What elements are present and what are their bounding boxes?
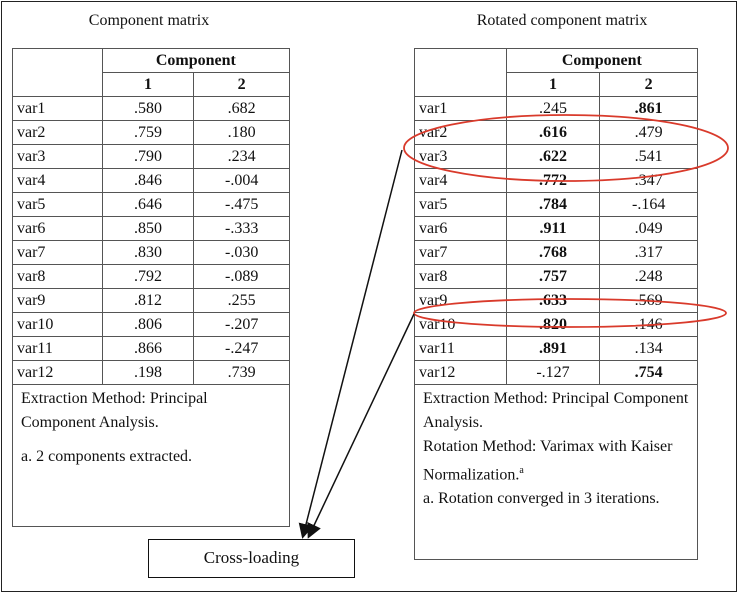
component-matrix-var-label: var1 [12, 96, 103, 121]
component-matrix-loading-cell: .790 [101, 144, 195, 169]
rotated-matrix-loading-cell: .784 [505, 192, 601, 217]
table-row: var6.911.049 [414, 216, 698, 241]
highlight-ellipse-var9 [413, 298, 727, 328]
component-matrix-loading-cell: .180 [193, 120, 290, 145]
rotated-matrix-table: Component 1 2 var1.245.861 var2.616.479 var3.… [414, 48, 699, 560]
footnote-marker: a [519, 465, 524, 476]
rotated-matrix-var-label: var12 [414, 360, 507, 385]
component-matrix-loading-cell: .866 [101, 336, 195, 361]
component-matrix-var-label: var7 [12, 240, 103, 265]
table-row: var7.830 -.030 [12, 240, 290, 265]
rotated-matrix-var-label: var7 [414, 240, 507, 265]
rotated-matrix-loading-cell: .248 [599, 264, 698, 289]
cross-loading-label: Cross-loading [148, 539, 355, 578]
rotated-matrix-notes-row: Extraction Method: Principal Component A… [414, 384, 698, 560]
rotated-matrix-header-row: Component [414, 48, 699, 97]
component-matrix-column-1: 1 [101, 72, 195, 97]
table-row: var11.891.134 [414, 336, 698, 361]
table-row: var12 -.127.754 [414, 360, 698, 385]
component-matrix-title: Component matrix [88, 12, 210, 29]
component-matrix-loading-cell: .198 [101, 360, 195, 385]
component-matrix-notes: Extraction Method: Principal Component A… [12, 384, 290, 527]
rotated-matrix-loading-cell: .569 [599, 288, 698, 313]
rotated-matrix-loading-cell: .317 [599, 240, 698, 265]
rotated-matrix-var-label: var6 [414, 216, 507, 241]
table-row: var1.580.682 [12, 96, 290, 121]
component-matrix-loading-cell: -.475 [193, 192, 290, 217]
rotated-matrix-column-2: 2 [599, 72, 698, 97]
rotation-method-note: Rotation Method: Varimax with Kaiser Nor… [423, 435, 689, 487]
rotated-matrix-notes: Extraction Method: Principal Component A… [414, 384, 698, 560]
component-matrix-component-header: Component [101, 48, 291, 73]
component-matrix-loading-cell: -.247 [193, 336, 290, 361]
component-matrix-var-label: var8 [12, 264, 103, 289]
rotated-matrix-var-label: var5 [414, 192, 507, 217]
table-row: var7.768.317 [414, 240, 698, 265]
component-matrix-var-label: var10 [12, 312, 103, 337]
rotated-matrix-loading-cell: .616 [505, 120, 601, 145]
extraction-method-note: Extraction Method: Principal Component A… [423, 390, 689, 431]
component-matrix-column-2: 2 [193, 72, 290, 97]
component-matrix-loading-cell: .580 [101, 96, 195, 121]
table-row: var4.846 -.004 [12, 168, 290, 193]
rotated-matrix-component-header: Component [505, 48, 699, 73]
component-matrix-loading-cell: -.333 [193, 216, 290, 241]
component-matrix-header-row: Component [12, 48, 291, 97]
rotated-matrix-loading-cell: .754 [599, 360, 698, 385]
rotation-converged-note: a. Rotation converged in 3 iterations. [423, 490, 660, 508]
table-row: var6.850 -.333 [12, 216, 290, 241]
extraction-method-note: Extraction Method: Principal Component A… [21, 390, 208, 431]
rotated-matrix-var-label: var2 [414, 120, 507, 145]
component-matrix-loading-cell: .682 [193, 96, 290, 121]
rotated-matrix-loading-cell: .757 [505, 264, 601, 289]
component-matrix-table: Component 1 2 var1.580.682 var2.759.180 var3.… [12, 48, 291, 527]
table-row: var10.806 -.207 [12, 312, 290, 337]
component-matrix-var-label: var5 [12, 192, 103, 217]
table-row: var5.784 -.164 [414, 192, 698, 217]
component-matrix-notes-row: Extraction Method: Principal Component A… [12, 384, 290, 527]
component-matrix-loading-cell: -.004 [193, 168, 290, 193]
arrow-from-var9 [307, 313, 415, 539]
table-row: var12.198.739 [12, 360, 290, 385]
component-matrix-loading-cell: .806 [101, 312, 195, 337]
highlight-ellipse-var2-var3 [403, 114, 729, 182]
component-matrix-loading-cell: .255 [193, 288, 290, 313]
rotation-method-text: Rotation Method: Varimax with Kaiser Nor… [423, 438, 673, 484]
rotated-matrix-var-label: var8 [414, 264, 507, 289]
component-matrix-loading-cell: .739 [193, 360, 290, 385]
component-matrix-var-label: var4 [12, 168, 103, 193]
table-row: var3.790.234 [12, 144, 290, 169]
table-row: var2.616.479 [414, 120, 698, 145]
component-matrix-var-label: var2 [12, 120, 103, 145]
table-row: var2.759.180 [12, 120, 290, 145]
component-matrix-loading-cell: .759 [101, 120, 195, 145]
rotated-matrix-title: Rotated component matrix [476, 12, 648, 29]
components-extracted-note: a. 2 components extracted. [21, 448, 193, 465]
rotated-matrix-loading-cell: .134 [599, 336, 698, 361]
rotated-matrix-loading-cell: .479 [599, 120, 698, 145]
component-matrix-loading-cell: .846 [101, 168, 195, 193]
rotated-matrix-loading-cell: .820 [505, 312, 601, 337]
component-matrix-loading-cell: .792 [101, 264, 195, 289]
component-matrix-loading-cell: -.207 [193, 312, 290, 337]
table-row: var8.757.248 [414, 264, 698, 289]
rotated-matrix-var-label: var11 [414, 336, 507, 361]
rotated-matrix-loading-cell: .049 [599, 216, 698, 241]
arrow-from-var2-var3 [298, 149, 403, 539]
component-matrix-loading-cell: .830 [101, 240, 195, 265]
